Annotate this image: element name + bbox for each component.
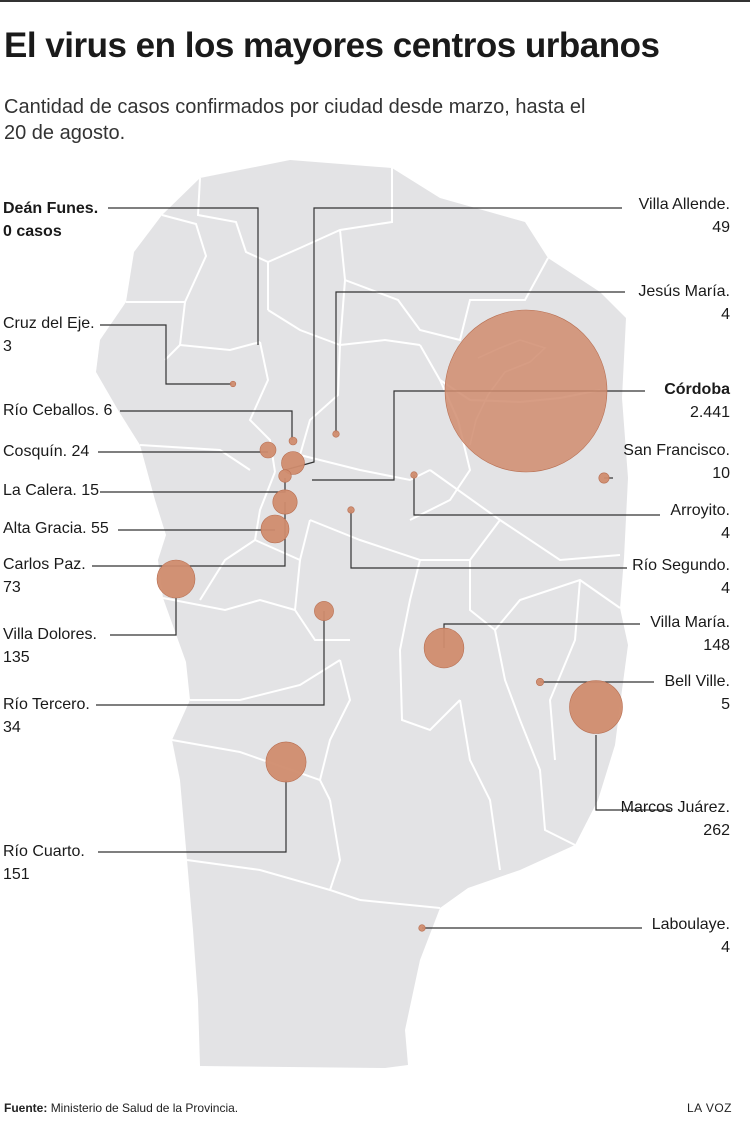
label-rio-segundo: Río Segundo. 4: [632, 557, 730, 597]
label-alta-gracia: Alta Gracia. 55: [3, 520, 109, 537]
bubble-la-calera: [278, 469, 292, 483]
source-note: Fuente: Ministerio de Salud de la Provin…: [4, 1101, 238, 1115]
label-arroyito: Arroyito. 4: [670, 502, 730, 542]
leader-arroyito: [413, 475, 660, 516]
label-marcos-juarez: Marcos Juárez. 262: [620, 799, 730, 839]
leader-cruz-del-eje: [100, 324, 232, 385]
leader-jesus-maria: [335, 291, 625, 433]
case-bubbles: [156, 309, 623, 932]
label-cruz-del-eje: Cruz del Eje. 3: [3, 315, 95, 355]
bubble-rio-segundo: [347, 506, 355, 514]
leader-rio-segundo: [350, 510, 627, 569]
bubble-rio-tercero: [314, 601, 334, 621]
label-carlos-paz: Carlos Paz. 73: [3, 556, 86, 596]
label-rio-tercero: Río Tercero. 34: [3, 696, 90, 736]
label-cosquin: Cosquín. 24: [3, 443, 90, 460]
source-text: Ministerio de Salud de la Provincia.: [50, 1101, 239, 1115]
leader-dean-funes: [108, 207, 259, 345]
bubble-marcos-juarez: [569, 680, 623, 734]
bubble-cosquin: [259, 441, 277, 459]
label-villa-maria: Villa María. 148: [650, 614, 730, 654]
label-villa-dolores: Villa Dolores. 135: [3, 626, 97, 666]
bubble-cruz-del-eje: [229, 380, 237, 388]
bubble-villa-maria: [423, 627, 465, 669]
bubble-villa-dolores: [156, 559, 196, 599]
bubble-rio-cuarto: [265, 741, 307, 783]
bubble-laboulaye: [418, 924, 426, 932]
leader-rio-ceballos: [120, 410, 293, 440]
bubble-cordoba: [444, 309, 608, 473]
leader-villa-dolores: [110, 598, 177, 636]
bubble-villa-allende: [281, 451, 305, 475]
label-bell-ville: Bell Ville. 5: [664, 673, 730, 713]
label-san-francisco: San Francisco. 10: [623, 442, 730, 482]
label-rio-ceballos: Río Ceballos. 6: [3, 402, 113, 419]
label-rio-cuarto: Río Cuarto. 151: [3, 843, 85, 883]
bubble-san-francisco: [598, 472, 610, 484]
label-cordoba: Córdoba 2.441: [664, 381, 730, 421]
leader-rio-tercero: [96, 611, 325, 706]
label-villa-allende: Villa Allende. 49: [638, 196, 730, 236]
top-rule: [0, 0, 750, 2]
publisher-credit: LA VOZ: [686, 1101, 732, 1115]
source-label: Fuente:: [4, 1101, 48, 1115]
label-la-calera: La Calera. 15: [3, 482, 100, 499]
bubble-rio-ceballos: [288, 436, 298, 446]
leader-marcos-juarez: [595, 735, 670, 811]
page-title: El virus en los mayores centros urbanos: [4, 26, 660, 65]
page-subtitle: Cantidad de casos confirmados por ciudad…: [4, 96, 586, 144]
bubble-jesus-maria: [332, 430, 340, 438]
label-jesus-maria: Jesús María. 4: [638, 283, 730, 323]
label-laboulaye: Laboulaye. 4: [651, 916, 730, 956]
label-dean-funes: Deán Funes. 0 casos: [3, 200, 99, 240]
bubble-alta-gracia: [272, 489, 298, 515]
department-borders: [126, 168, 621, 909]
leader-rio-cuarto: [98, 780, 287, 853]
bubble-arroyito: [410, 471, 418, 479]
bubble-bell-ville: [535, 677, 544, 686]
bubble-carlos-paz: [260, 514, 290, 544]
